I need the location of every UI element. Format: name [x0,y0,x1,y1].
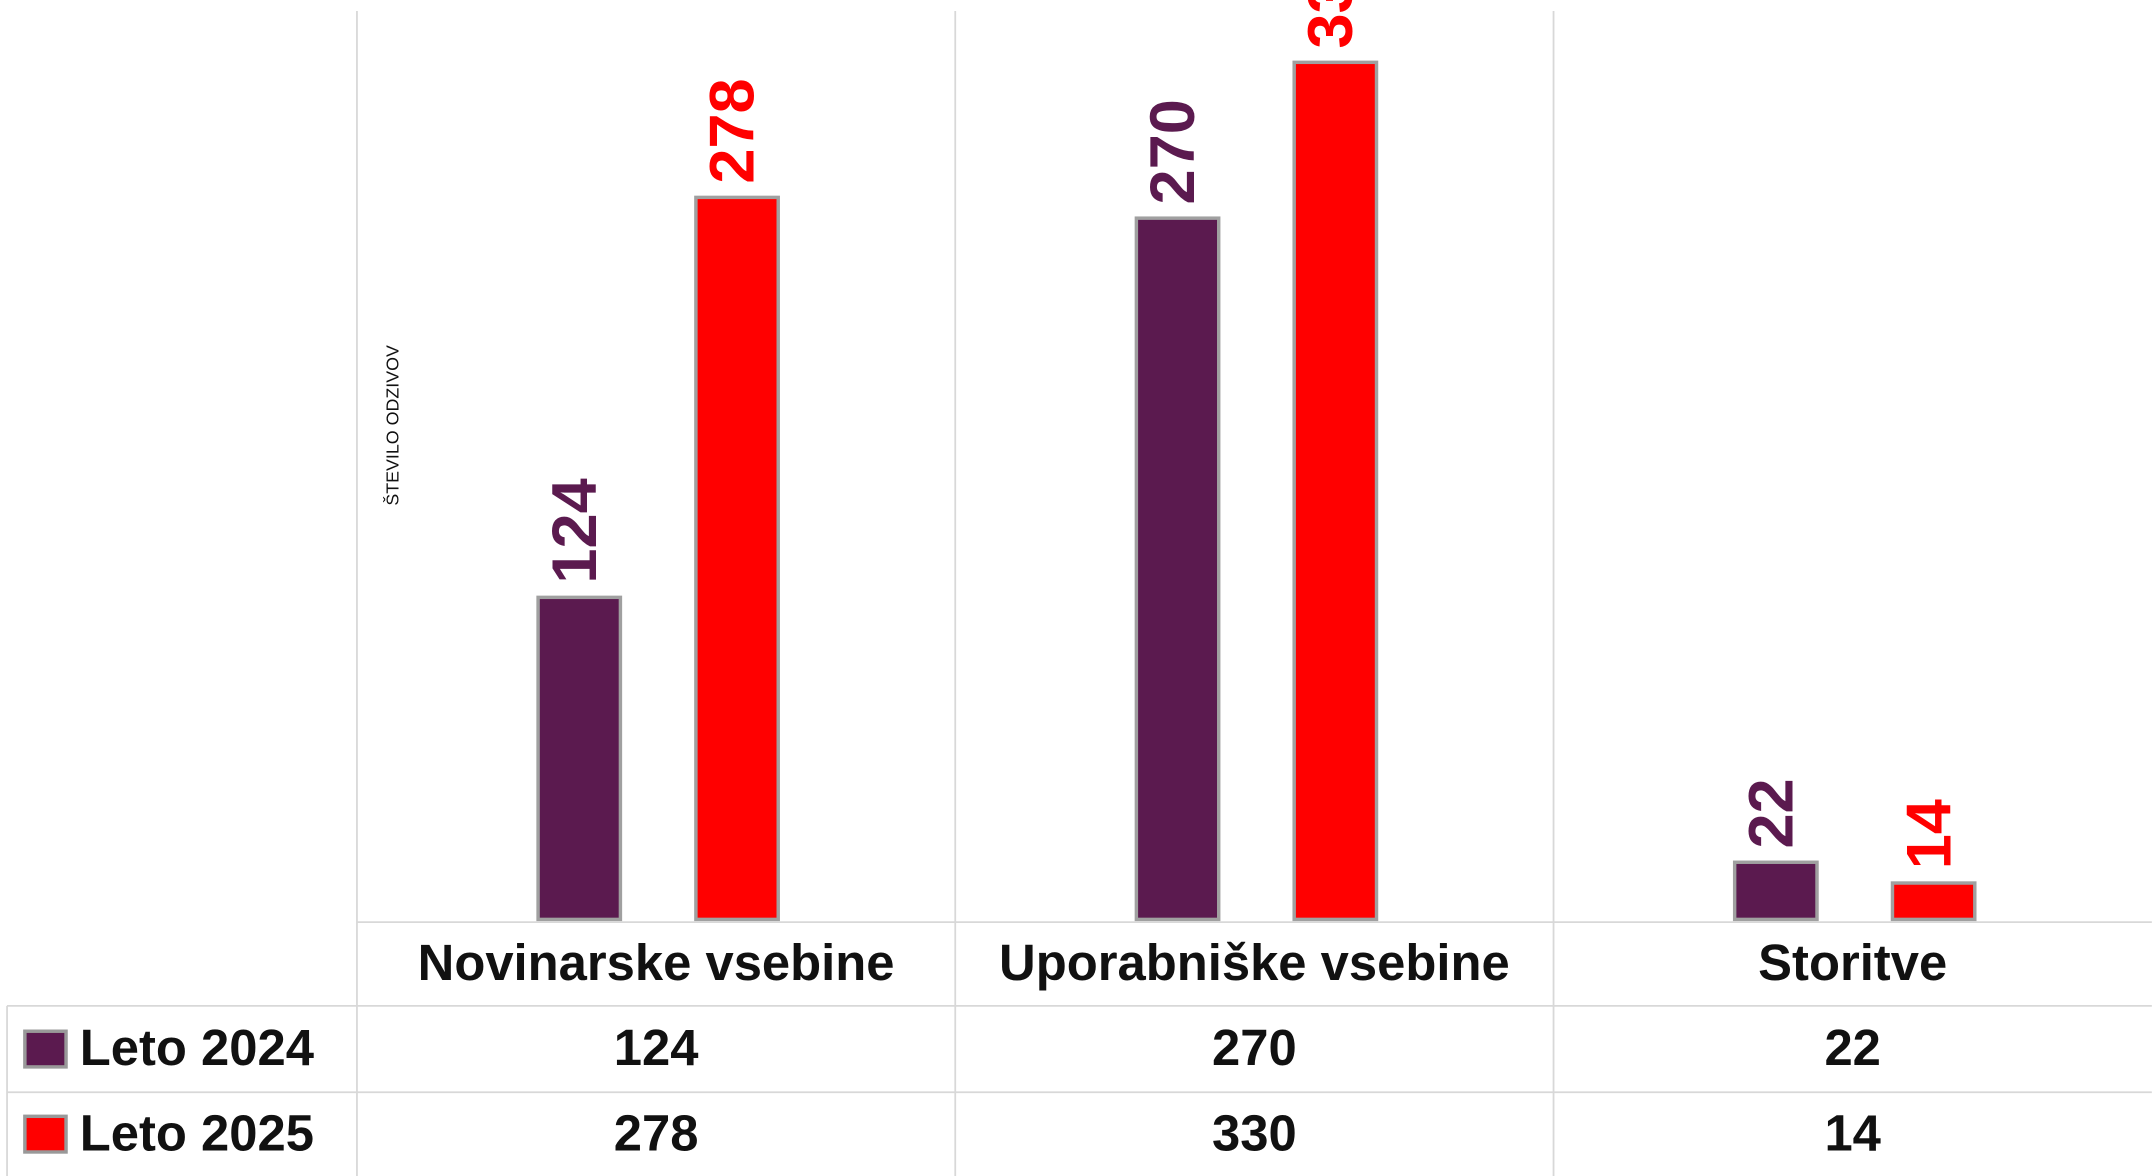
bar [1732,860,1819,922]
legend-swatch [23,1029,68,1069]
table-value: 22 [1824,1019,1880,1076]
y-axis-label: ŠTEVILO ODZIVOV [382,345,403,506]
bar [1134,216,1221,922]
table-value: 124 [614,1019,699,1076]
legend-label: Leto 2024 [80,1019,314,1076]
data-label: 278 [698,78,768,183]
table-value: 14 [1824,1104,1880,1161]
data-label: 14 [1894,799,1964,869]
table-value: 270 [1212,1019,1297,1076]
data-label: 22 [1737,778,1807,848]
legend-swatch [23,1114,68,1154]
bar [694,195,780,922]
legend-label: Leto 2025 [80,1104,314,1161]
data-label: 270 [1138,99,1208,204]
category-label: Novinarske vsebine [418,934,895,991]
bar [536,595,623,922]
data-label: 124 [540,478,610,583]
bar [1890,881,1977,922]
table-value: 330 [1212,1104,1297,1161]
bar [1292,60,1379,922]
category-label: Uporabniške vsebine [999,934,1510,991]
category-label: Storitve [1758,934,1947,991]
table-value: 278 [614,1104,699,1161]
data-label: 330 [1296,0,1366,49]
